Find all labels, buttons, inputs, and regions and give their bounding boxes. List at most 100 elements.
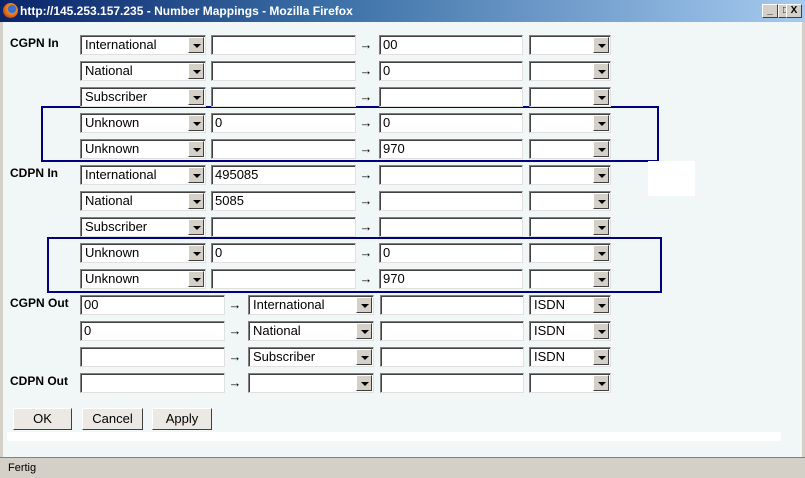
type-select[interactable]: Subscriber <box>80 87 206 107</box>
replacement-input[interactable] <box>379 191 523 211</box>
chevron-down-icon[interactable] <box>188 193 204 209</box>
chevron-down-icon[interactable] <box>188 115 204 131</box>
replacement-input[interactable]: 970 <box>379 139 523 159</box>
prefix-input[interactable] <box>211 61 356 81</box>
prefix-input[interactable] <box>211 217 356 237</box>
chevron-down-icon[interactable] <box>188 141 204 157</box>
replacement-input[interactable] <box>379 87 523 107</box>
option-select[interactable]: ISDN <box>529 295 611 315</box>
type-select[interactable]: Unknown <box>80 139 206 159</box>
prefix-input[interactable] <box>211 87 356 107</box>
apply-button[interactable]: Apply <box>152 408 212 430</box>
chevron-down-icon[interactable] <box>593 323 609 339</box>
chevron-down-icon[interactable] <box>188 89 204 105</box>
cancel-button[interactable]: Cancel <box>82 408 143 430</box>
replacement-input[interactable] <box>379 165 523 185</box>
type-select[interactable]: International <box>248 295 374 315</box>
replacement-input[interactable] <box>379 217 523 237</box>
arrow-icon: → <box>359 219 373 234</box>
type-select[interactable]: Subscriber <box>80 217 206 237</box>
type-select[interactable] <box>248 373 374 393</box>
chevron-down-icon[interactable] <box>593 245 609 261</box>
chevron-down-icon[interactable] <box>593 219 609 235</box>
select-value: International <box>85 37 157 52</box>
select-value: Subscriber <box>85 219 148 234</box>
close-button[interactable]: X <box>786 4 802 18</box>
type-select[interactable]: National <box>248 321 374 341</box>
chevron-down-icon[interactable] <box>356 349 372 365</box>
chevron-down-icon[interactable] <box>356 375 372 391</box>
option-select[interactable]: ISDN <box>529 347 611 367</box>
type-select[interactable]: Unknown <box>80 243 206 263</box>
prefix-input[interactable]: 495085 <box>211 165 356 185</box>
replacement-input[interactable]: 0 <box>379 61 523 81</box>
arrow-icon: → <box>228 349 242 364</box>
arrow-icon: → <box>228 323 242 338</box>
prefix-input[interactable] <box>80 373 225 393</box>
chevron-down-icon[interactable] <box>593 297 609 313</box>
prefix-input[interactable] <box>211 139 356 159</box>
option-select[interactable] <box>529 61 611 81</box>
minimize-button[interactable]: _ <box>762 4 778 18</box>
type-select[interactable]: Unknown <box>80 269 206 289</box>
option-select[interactable] <box>529 243 611 263</box>
option-select[interactable] <box>529 191 611 211</box>
prefix-input[interactable]: 0 <box>80 321 225 341</box>
chevron-down-icon[interactable] <box>593 167 609 183</box>
option-select[interactable] <box>529 35 611 55</box>
replacement-input[interactable]: 0 <box>379 243 523 263</box>
option-select[interactable] <box>529 165 611 185</box>
replacement-input[interactable] <box>380 373 524 393</box>
section-label: CGPN Out <box>10 296 69 310</box>
type-select[interactable]: International <box>80 165 206 185</box>
chevron-down-icon[interactable] <box>188 271 204 287</box>
select-value: International <box>253 297 325 312</box>
type-select[interactable]: National <box>80 191 206 211</box>
chevron-down-icon[interactable] <box>188 37 204 53</box>
prefix-input[interactable]: 0 <box>211 113 356 133</box>
chevron-down-icon[interactable] <box>188 167 204 183</box>
replacement-input[interactable] <box>380 321 524 341</box>
prefix-input[interactable]: 00 <box>80 295 225 315</box>
option-select[interactable] <box>529 87 611 107</box>
chevron-down-icon[interactable] <box>593 193 609 209</box>
option-select[interactable] <box>529 373 611 393</box>
chevron-down-icon[interactable] <box>593 37 609 53</box>
chevron-down-icon[interactable] <box>593 375 609 391</box>
option-select[interactable] <box>529 113 611 133</box>
type-select[interactable]: National <box>80 61 206 81</box>
firefox-icon <box>3 3 18 18</box>
replacement-input[interactable] <box>380 295 524 315</box>
chevron-down-icon[interactable] <box>188 219 204 235</box>
prefix-input[interactable] <box>211 35 356 55</box>
option-select[interactable]: ISDN <box>529 321 611 341</box>
replacement-input[interactable]: 970 <box>379 269 523 289</box>
replacement-input[interactable]: 0 <box>379 113 523 133</box>
replacement-input[interactable]: 00 <box>379 35 523 55</box>
chevron-down-icon[interactable] <box>593 63 609 79</box>
type-select[interactable]: Unknown <box>80 113 206 133</box>
blank-patch <box>648 161 695 196</box>
select-value: Unknown <box>85 141 140 156</box>
option-select[interactable] <box>529 217 611 237</box>
chevron-down-icon[interactable] <box>593 115 609 131</box>
chevron-down-icon[interactable] <box>188 245 204 261</box>
ok-button[interactable]: OK <box>13 408 72 430</box>
chevron-down-icon[interactable] <box>188 63 204 79</box>
section-label: CDPN In <box>10 166 58 180</box>
chevron-down-icon[interactable] <box>593 271 609 287</box>
type-select[interactable]: Subscriber <box>248 347 374 367</box>
replacement-input[interactable] <box>380 347 524 367</box>
option-select[interactable] <box>529 269 611 289</box>
prefix-input[interactable]: 5085 <box>211 191 356 211</box>
chevron-down-icon[interactable] <box>593 141 609 157</box>
option-select[interactable] <box>529 139 611 159</box>
chevron-down-icon[interactable] <box>593 349 609 365</box>
chevron-down-icon[interactable] <box>356 323 372 339</box>
prefix-input[interactable] <box>211 269 356 289</box>
prefix-input[interactable] <box>80 347 225 367</box>
chevron-down-icon[interactable] <box>593 89 609 105</box>
chevron-down-icon[interactable] <box>356 297 372 313</box>
type-select[interactable]: International <box>80 35 206 55</box>
prefix-input[interactable]: 0 <box>211 243 356 263</box>
